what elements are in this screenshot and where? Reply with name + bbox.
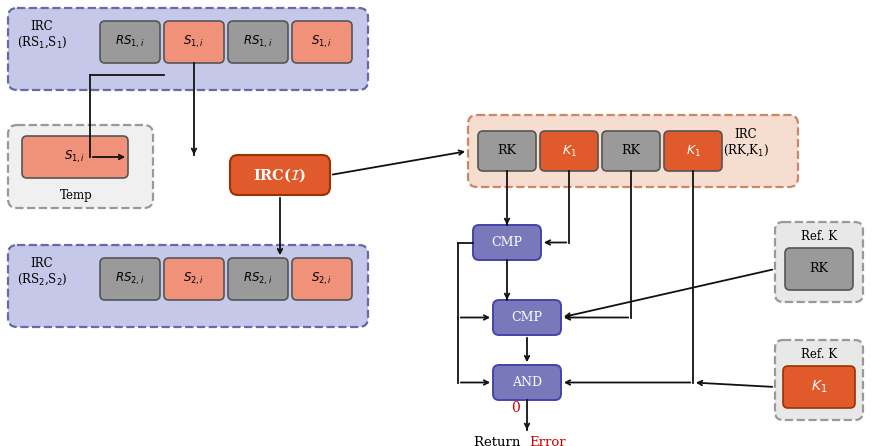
Text: $S_{2,i}$: $S_{2,i}$ <box>184 271 205 287</box>
FancyBboxPatch shape <box>493 365 561 400</box>
FancyBboxPatch shape <box>164 258 224 300</box>
FancyBboxPatch shape <box>775 222 863 302</box>
Text: IRC
(RK,K$_1$): IRC (RK,K$_1$) <box>723 128 769 158</box>
Text: Return: Return <box>475 437 525 446</box>
FancyBboxPatch shape <box>100 21 160 63</box>
FancyBboxPatch shape <box>164 21 224 63</box>
FancyBboxPatch shape <box>473 225 541 260</box>
FancyBboxPatch shape <box>468 115 798 187</box>
FancyBboxPatch shape <box>292 21 352 63</box>
Text: AND: AND <box>512 376 542 389</box>
FancyBboxPatch shape <box>783 366 855 408</box>
Text: Ref. K: Ref. K <box>801 347 837 360</box>
FancyBboxPatch shape <box>493 300 561 335</box>
Text: IRC
(RS$_1$,S$_1$): IRC (RS$_1$,S$_1$) <box>17 20 67 50</box>
Text: RK: RK <box>497 145 517 157</box>
Text: IRC($\mathcal{I}$): IRC($\mathcal{I}$) <box>253 166 307 184</box>
Text: CMP: CMP <box>491 236 523 249</box>
Text: Ref. K: Ref. K <box>801 230 837 243</box>
FancyBboxPatch shape <box>664 131 722 171</box>
Text: IRC
(RS$_2$,S$_2$): IRC (RS$_2$,S$_2$) <box>17 256 67 287</box>
Text: Temp: Temp <box>59 190 93 202</box>
Text: $S_{1,i}$: $S_{1,i}$ <box>65 149 86 165</box>
FancyBboxPatch shape <box>8 8 368 90</box>
FancyBboxPatch shape <box>228 258 288 300</box>
FancyBboxPatch shape <box>8 125 153 208</box>
Text: RK: RK <box>621 145 641 157</box>
FancyBboxPatch shape <box>100 258 160 300</box>
Text: $RS_{2,i}$: $RS_{2,i}$ <box>243 271 273 287</box>
FancyBboxPatch shape <box>775 340 863 420</box>
Text: $K_1$: $K_1$ <box>685 144 700 158</box>
FancyBboxPatch shape <box>230 155 330 195</box>
Text: RK: RK <box>809 263 829 276</box>
Text: $RS_{2,i}$: $RS_{2,i}$ <box>115 271 145 287</box>
Text: $RS_{1,i}$: $RS_{1,i}$ <box>243 34 273 50</box>
Text: CMP: CMP <box>511 311 543 324</box>
Text: $K_1$: $K_1$ <box>561 144 577 158</box>
Text: $S_{2,i}$: $S_{2,i}$ <box>311 271 333 287</box>
Text: Error: Error <box>529 437 565 446</box>
FancyBboxPatch shape <box>292 258 352 300</box>
FancyBboxPatch shape <box>540 131 598 171</box>
FancyBboxPatch shape <box>8 245 368 327</box>
FancyBboxPatch shape <box>22 136 128 178</box>
Text: $K_1$: $K_1$ <box>811 379 827 395</box>
FancyBboxPatch shape <box>228 21 288 63</box>
FancyBboxPatch shape <box>478 131 536 171</box>
Text: 0: 0 <box>510 401 519 415</box>
FancyBboxPatch shape <box>785 248 853 290</box>
FancyBboxPatch shape <box>602 131 660 171</box>
Text: $S_{1,i}$: $S_{1,i}$ <box>184 34 205 50</box>
Text: $RS_{1,i}$: $RS_{1,i}$ <box>115 34 145 50</box>
Text: $S_{1,i}$: $S_{1,i}$ <box>311 34 333 50</box>
